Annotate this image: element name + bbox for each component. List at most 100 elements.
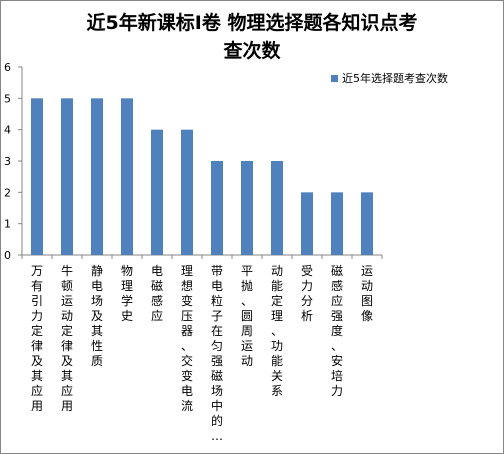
category-label-char: 及: [31, 354, 43, 368]
category-label-char: 其: [31, 369, 43, 383]
category-label-char: 力: [331, 384, 343, 398]
y-tick-label: 2: [4, 186, 11, 199]
category-label-char: 分: [301, 294, 313, 308]
category-label-char: 受: [301, 264, 313, 278]
category-label-char: 引: [31, 294, 43, 308]
legend-swatch: [331, 75, 338, 82]
category-label-char: 物: [121, 264, 133, 278]
category-label-char: 动: [361, 279, 373, 293]
bar: [211, 161, 223, 255]
y-tick-label: 4: [4, 124, 11, 137]
category-label-char: 用: [31, 399, 43, 413]
category-label-char: 有: [31, 279, 43, 293]
x-axis: [21, 254, 383, 259]
category-label-char: 电: [151, 264, 163, 278]
category-label-char: 抛: [241, 278, 253, 293]
category-label-char: 周: [241, 324, 253, 338]
category-label-char: 能: [271, 354, 283, 368]
category-label-char: 度: [331, 323, 343, 338]
category-label-char: 像: [361, 309, 373, 323]
bar: [151, 129, 163, 255]
category-label-char: 变: [181, 368, 193, 383]
category-label-char: 在: [211, 324, 223, 338]
bar: [121, 98, 133, 255]
category-label-char: 、: [271, 324, 283, 338]
bar: [61, 98, 73, 255]
category-label-char: 应: [151, 308, 163, 323]
category-label-char: 、: [181, 339, 193, 353]
category-label-char: 交: [181, 353, 193, 368]
bar: [301, 192, 313, 255]
category-label-char: 粒: [211, 293, 223, 308]
category-label-char: 能: [271, 279, 283, 293]
category-label-char: 强: [331, 309, 343, 323]
category-label-char: 系: [271, 384, 283, 398]
category-label-char: 变: [181, 293, 193, 308]
category-labels: 万有引力定律及其应用牛顿运动定律及其应用静电场及其性质物理学史电磁感应理想变压器…: [31, 263, 373, 443]
category-label-char: 学: [121, 293, 133, 308]
category-label-char: 应: [31, 383, 43, 398]
y-tick-label: 1: [4, 218, 11, 231]
category-label-char: 场: [91, 294, 103, 308]
category-label-char: 电: [91, 279, 103, 293]
bar: [181, 129, 193, 255]
category-label-char: 子: [211, 309, 223, 323]
category-label-char: 电: [181, 384, 193, 398]
category-label-char: 理: [181, 264, 193, 278]
category-label-char: 动: [61, 309, 73, 323]
category-label: 带电粒子在匀强磁场中的…: [211, 264, 223, 443]
category-label-char: 流: [181, 399, 193, 413]
category-label-char: 圆: [241, 309, 253, 323]
y-axis: 0 1 2 3 4 5 6: [4, 61, 23, 262]
category-label-char: 动: [271, 264, 283, 278]
legend-label: 近5年选择题考查次数: [342, 71, 448, 85]
legend: 近5年选择题考查次数: [331, 71, 448, 85]
chart-title-line-2: 查次数: [223, 40, 281, 62]
chart-title-line-1: 近5年新课标Ⅰ卷 物理选择题各知识点考: [86, 12, 418, 34]
category-label-char: 场: [211, 384, 223, 398]
category-label-char: 、: [331, 339, 343, 353]
bar: [361, 192, 373, 255]
category-label-char: 运: [361, 264, 373, 278]
category-label-char: 磁: [211, 368, 223, 383]
y-tick-label: 5: [4, 92, 11, 105]
category-label-char: 功: [271, 339, 283, 353]
category-label-char: 运: [241, 339, 253, 353]
category-label-char: 静: [91, 264, 103, 278]
category-label-char: 及: [61, 354, 73, 368]
category-label-char: 磁: [151, 278, 163, 293]
category-label-char: 定: [271, 293, 283, 308]
category-label-char: 理: [121, 279, 133, 293]
category-label-char: 顿: [61, 279, 73, 293]
category-label-char: 电: [211, 279, 223, 293]
y-tick-label: 3: [4, 155, 11, 168]
category-label-char: 关: [271, 369, 283, 383]
category-label-char: 感: [151, 293, 163, 308]
y-tick-label: 0: [4, 249, 11, 262]
category-label-char: 析: [301, 309, 313, 323]
category-label-char: 性: [91, 339, 103, 353]
category-label-char: 其: [61, 369, 73, 383]
category-label-char: 律: [61, 339, 73, 353]
category-label-char: 律: [31, 339, 43, 353]
category-label-char: 想: [181, 278, 193, 293]
category-label-char: 质: [91, 354, 103, 368]
category-label-char: 力: [31, 309, 43, 323]
bar: [91, 98, 103, 255]
category-label-char: 图: [361, 294, 373, 308]
category-label-char: 其: [91, 324, 103, 338]
category-label-char: 史: [121, 309, 133, 323]
category-label-char: 器: [181, 324, 193, 338]
category-label-char: 应: [61, 383, 73, 398]
bar: [31, 98, 43, 255]
